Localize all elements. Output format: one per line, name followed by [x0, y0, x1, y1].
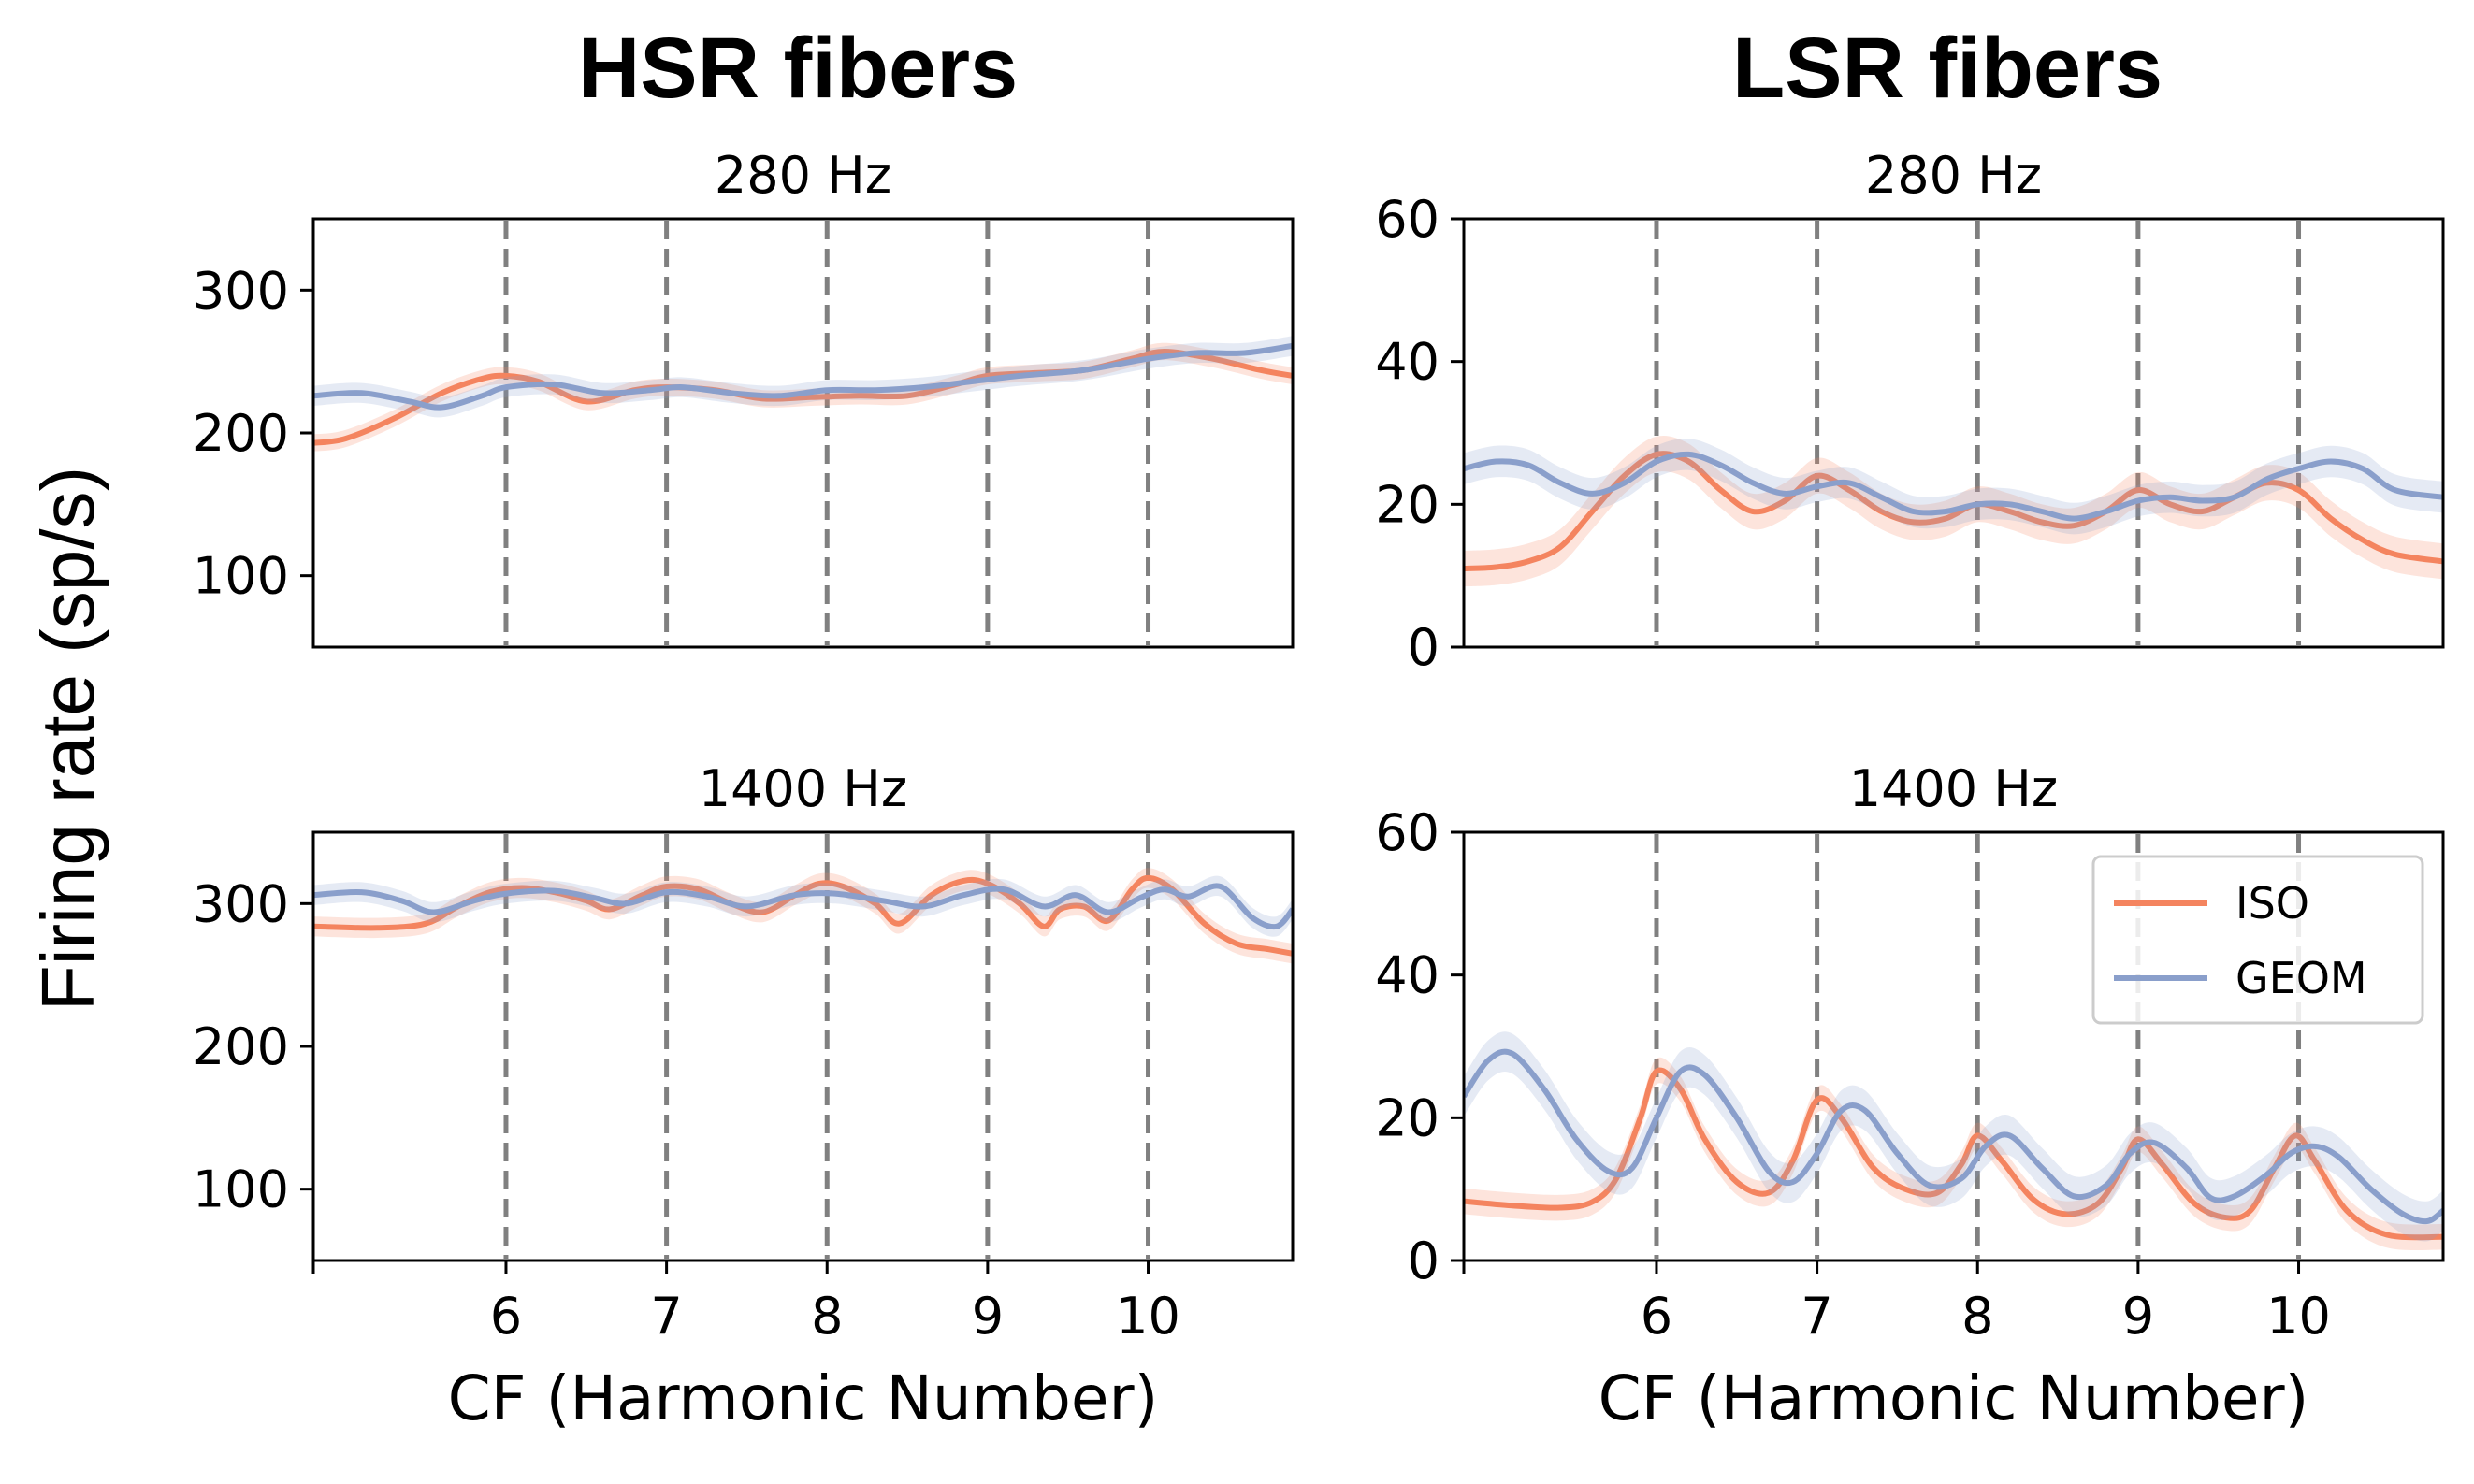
y-tick-label: 300: [193, 261, 289, 320]
x-tick-label: 7: [1801, 1287, 1832, 1346]
column-title-lsr: LSR fibers: [1732, 21, 2163, 116]
legend-label-geom: GEOM: [2235, 953, 2367, 1003]
x-tick-label: 8: [811, 1287, 843, 1346]
band-iso: [1464, 1057, 2443, 1251]
x-axis-label: CF (Harmonic Number): [448, 1362, 1159, 1434]
y-tick-label: 200: [193, 1017, 289, 1076]
series-line-geom: [313, 883, 1293, 930]
y-tick-label: 40: [1375, 946, 1440, 1005]
y-tick-label: 20: [1375, 475, 1440, 534]
band-geom: [1464, 1031, 2443, 1242]
series-line-iso: [1464, 1067, 2443, 1241]
legend: ISO GEOM: [2091, 855, 2424, 1025]
plot-area: [313, 336, 1293, 452]
x-tick-label: 6: [1641, 1287, 1672, 1346]
plot-area: [313, 868, 1293, 964]
column-title-hsr: HSR fibers: [578, 21, 1018, 116]
axes-frame: [311, 830, 1295, 1262]
y-tick-label: 300: [193, 874, 289, 933]
panel-title: 280 Hz: [715, 146, 891, 205]
x-tick-label: 6: [490, 1287, 522, 1346]
y-tick-label: 0: [1408, 1232, 1440, 1290]
x-tick-label: 10: [2266, 1287, 2331, 1346]
series-line-iso: [1464, 451, 2443, 571]
x-tick-label: 8: [1961, 1287, 1993, 1346]
x-tick-label: 9: [972, 1287, 1004, 1346]
axes-frame: [1462, 830, 2445, 1262]
y-axis-label: Firing rate (sp/s): [26, 467, 109, 1011]
y-tick-label: 100: [193, 1160, 289, 1219]
y-tick-label: 60: [1375, 190, 1440, 249]
band-geom: [313, 336, 1293, 418]
plot-area: [1464, 436, 2443, 587]
x-axis-label: CF (Harmonic Number): [1599, 1362, 2309, 1434]
axes-frame: [1462, 217, 2445, 649]
panel-lsr-1400: 1400 Hz 0 20 40 60 6 7 8 9 10 CF (Harmonic Number): [1375, 759, 2445, 1434]
legend-box: [2091, 855, 2424, 1025]
y-tick-label: 20: [1375, 1088, 1440, 1147]
series-line-geom: [1464, 451, 2443, 522]
y-tick-label: 40: [1375, 333, 1440, 392]
panel-hsr-1400: 1400 Hz 100 200 300 6 7 8 9 10 CF (Harmonic Numbe…: [193, 759, 1295, 1434]
band-iso: [313, 868, 1293, 964]
series-line-geom: [313, 342, 1293, 411]
series-line-geom: [1464, 1048, 2443, 1225]
panel-title: 1400 Hz: [1849, 759, 2059, 818]
panel-hsr-280: 280 Hz 100 200 300: [193, 146, 1295, 649]
x-tick-label: 9: [2122, 1287, 2154, 1346]
plot-area: [1464, 1031, 2443, 1251]
y-tick-label: 60: [1375, 803, 1440, 862]
series-line-iso: [313, 349, 1293, 446]
panel-title: 1400 Hz: [699, 759, 908, 818]
x-tick-label: 7: [650, 1287, 682, 1346]
panel-lsr-280: 280 Hz 0 20 40 60: [1375, 146, 2445, 677]
axes-frame: [311, 217, 1295, 649]
legend-label-iso: ISO: [2235, 878, 2309, 929]
y-tick-label: 100: [193, 547, 289, 606]
y-tick-label: 200: [193, 404, 289, 463]
y-tick-label: 0: [1408, 618, 1440, 677]
panel-title: 280 Hz: [1865, 146, 2042, 205]
x-tick-label: 10: [1116, 1287, 1180, 1346]
